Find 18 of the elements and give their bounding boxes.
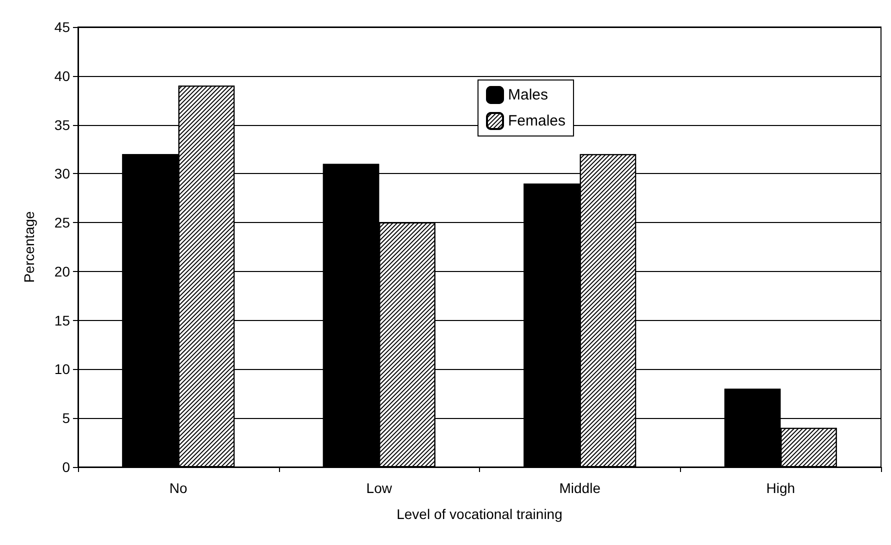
x-tick-label: High (766, 480, 796, 496)
y-tick-label: 10 (54, 361, 70, 378)
y-tick-label: 5 (62, 410, 70, 426)
y-tick-label: 30 (54, 166, 70, 182)
y-axis-title: Percentage (21, 210, 37, 283)
x-tick-label: Low (366, 480, 393, 496)
legend-label: Males (508, 86, 548, 104)
x-tick-label: Middle (559, 480, 601, 496)
x-axis-title: Level of vocational training (396, 506, 562, 522)
y-tick-label: 45 (54, 19, 70, 35)
y-tick-label: 0 (62, 459, 70, 475)
y-tick-label: 15 (54, 312, 70, 328)
y-tick-label: 20 (54, 263, 70, 280)
y-tick-label: 35 (54, 116, 70, 133)
y-tick-label: 25 (54, 214, 70, 231)
y-tick-label: 40 (54, 68, 70, 84)
legend-label: Females (508, 112, 566, 130)
x-tick-label: No (169, 480, 188, 496)
